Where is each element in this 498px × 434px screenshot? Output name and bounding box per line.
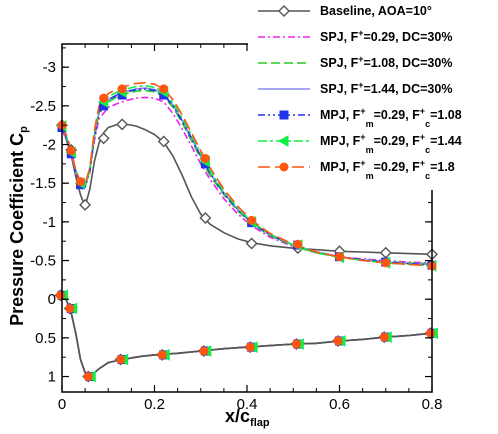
- legend-label-part: +: [358, 28, 363, 38]
- legend-label-part: =0.29, F: [374, 108, 421, 122]
- series-7-upper-marker: [247, 215, 257, 225]
- y-tick-label: -2: [43, 137, 56, 154]
- legend-label-part: +: [358, 80, 363, 90]
- legend-label-part: +: [360, 158, 365, 168]
- y-axis-title: Pressure Coefficient Cp: [7, 126, 30, 326]
- series-6-legend-label: MPJ, F+m=0.29, F+c=1.44: [320, 132, 462, 155]
- legend-label-part: +: [420, 106, 425, 116]
- y-tick-label: 1: [48, 369, 56, 386]
- series-1-upper-marker: [116, 118, 129, 131]
- legend-label-part: c: [425, 119, 430, 129]
- series-7-upper-marker: [293, 239, 303, 249]
- series-7-upper-marker: [99, 93, 109, 103]
- legend-label-part: =0.29, F: [374, 160, 421, 174]
- series-6-upper-line: [61, 85, 433, 267]
- series-7-upper-marker: [66, 146, 76, 156]
- y-tick-label: -3: [43, 59, 56, 76]
- series-2-legend-label: SPJ, F+=0.29, DC=30%: [320, 28, 452, 44]
- legend-label-part: +: [360, 106, 365, 116]
- y-tick-label: 0.5: [35, 330, 56, 347]
- legend-label-part: MPJ, F: [320, 134, 361, 148]
- series-7-upper-line: [61, 81, 433, 267]
- series-7-lower-marker: [56, 290, 65, 300]
- series-7-upper-marker: [159, 84, 169, 94]
- legend-label-part: SPJ, F: [320, 30, 359, 44]
- legend: Baseline, AOA=10°SPJ, F+=0.29, DC=30%SPJ…: [248, 0, 498, 190]
- axis-title-subscript: flap: [250, 417, 270, 429]
- legend-label-part: c: [425, 171, 430, 181]
- legend-label-part: =0.29, F: [374, 134, 421, 148]
- y-tick-label: -0.5: [30, 253, 56, 270]
- x-axis-title: x/cflap: [225, 406, 270, 429]
- x-tick-label: 0: [58, 396, 66, 413]
- series-7-upper-marker: [76, 177, 85, 187]
- legend-label-part: =1.44, DC=30%: [363, 82, 452, 96]
- legend-label-part: +: [420, 132, 425, 142]
- legend-label-part: =1.44: [430, 134, 462, 148]
- series-7-lower-marker: [83, 372, 93, 382]
- legend-label-part: +: [358, 54, 363, 64]
- series-1-legend-label: Baseline, AOA=10°: [320, 4, 432, 18]
- legend-label-part: +: [360, 132, 365, 142]
- legend-label-part: +: [420, 158, 425, 168]
- series-7-upper-marker: [335, 252, 344, 262]
- series-7-lower-marker: [333, 336, 343, 346]
- series-1-legend-marker: [278, 5, 290, 17]
- legend-label-part: m: [366, 171, 374, 181]
- x-tick-label: 0.6: [329, 396, 350, 413]
- axis-title-text: Pressure Coefficient C: [7, 133, 27, 326]
- series-1-upper-marker: [245, 237, 258, 250]
- y-tick-label: -2.5: [30, 98, 56, 115]
- series-7-lower-marker: [116, 355, 126, 365]
- series-1-upper-marker: [157, 135, 170, 148]
- legend-label-part: SPJ, F: [320, 82, 359, 96]
- legend-label-part: m: [366, 119, 374, 129]
- series-1-upper-marker: [97, 132, 110, 145]
- y-tick-label: -1: [43, 214, 56, 231]
- series-5-legend-label: MPJ, F+m=0.29, F+c=1.08: [320, 106, 462, 129]
- series-5-upper-line: [61, 88, 433, 266]
- y-tick-label: 0: [48, 291, 56, 308]
- legend-label-part: c: [425, 145, 430, 155]
- tick-labels: 0 0.2 0.4 0.6 0.8 -3 -2.5 -2 -1.5 -1 -0.5 0 0.5 1: [30, 59, 442, 413]
- series-7-lower-marker: [426, 328, 435, 338]
- series-7-lower-marker: [291, 339, 301, 349]
- series-7-upper-marker: [117, 84, 127, 94]
- series-3-legend-label: SPJ, F+=1.08, DC=30%: [320, 54, 452, 70]
- series-5-legend-marker: [279, 110, 289, 120]
- legend-label-part: Baseline, AOA=10°: [320, 4, 432, 18]
- legend-label-part: =1.8: [430, 160, 455, 174]
- series-7-lower-marker: [65, 303, 75, 313]
- series-4-legend-label: SPJ, F+=1.44, DC=30%: [320, 80, 452, 96]
- x-tick-label: 0.8: [422, 396, 443, 413]
- series-7-lower-marker: [199, 346, 209, 356]
- series-7-upper-marker: [200, 153, 210, 163]
- series-6-legend-marker: [277, 135, 289, 147]
- series-7-legend-label: MPJ, F+m=0.29, F+c=1.8: [320, 158, 455, 181]
- series-1-upper-marker: [79, 198, 92, 211]
- series-7-upper-marker: [381, 258, 391, 268]
- legend-label-part: =1.08, DC=30%: [363, 56, 452, 70]
- legend-label-part: MPJ, F: [320, 108, 361, 122]
- x-tick-label: 0.4: [237, 396, 258, 413]
- x-tick-label: 0.2: [144, 396, 165, 413]
- series-7-lower-marker: [245, 342, 255, 352]
- series-7-lower-marker: [157, 350, 167, 360]
- series-7-legend-marker: [279, 162, 289, 172]
- y-tick-label: -1.5: [30, 175, 56, 192]
- legend-label-part: =1.08: [430, 108, 462, 122]
- legend-label-part: =0.29, DC=30%: [363, 30, 452, 44]
- legend-label-part: MPJ, F: [320, 160, 361, 174]
- axis-title-subscript: p: [18, 126, 30, 133]
- axis-title-text: x/c: [225, 406, 250, 426]
- legend-label-part: SPJ, F: [320, 56, 359, 70]
- series-7-lower-marker: [379, 332, 389, 342]
- legend-label-part: m: [366, 145, 374, 155]
- legend-background: [248, 0, 498, 190]
- series-1-upper-marker: [199, 212, 212, 224]
